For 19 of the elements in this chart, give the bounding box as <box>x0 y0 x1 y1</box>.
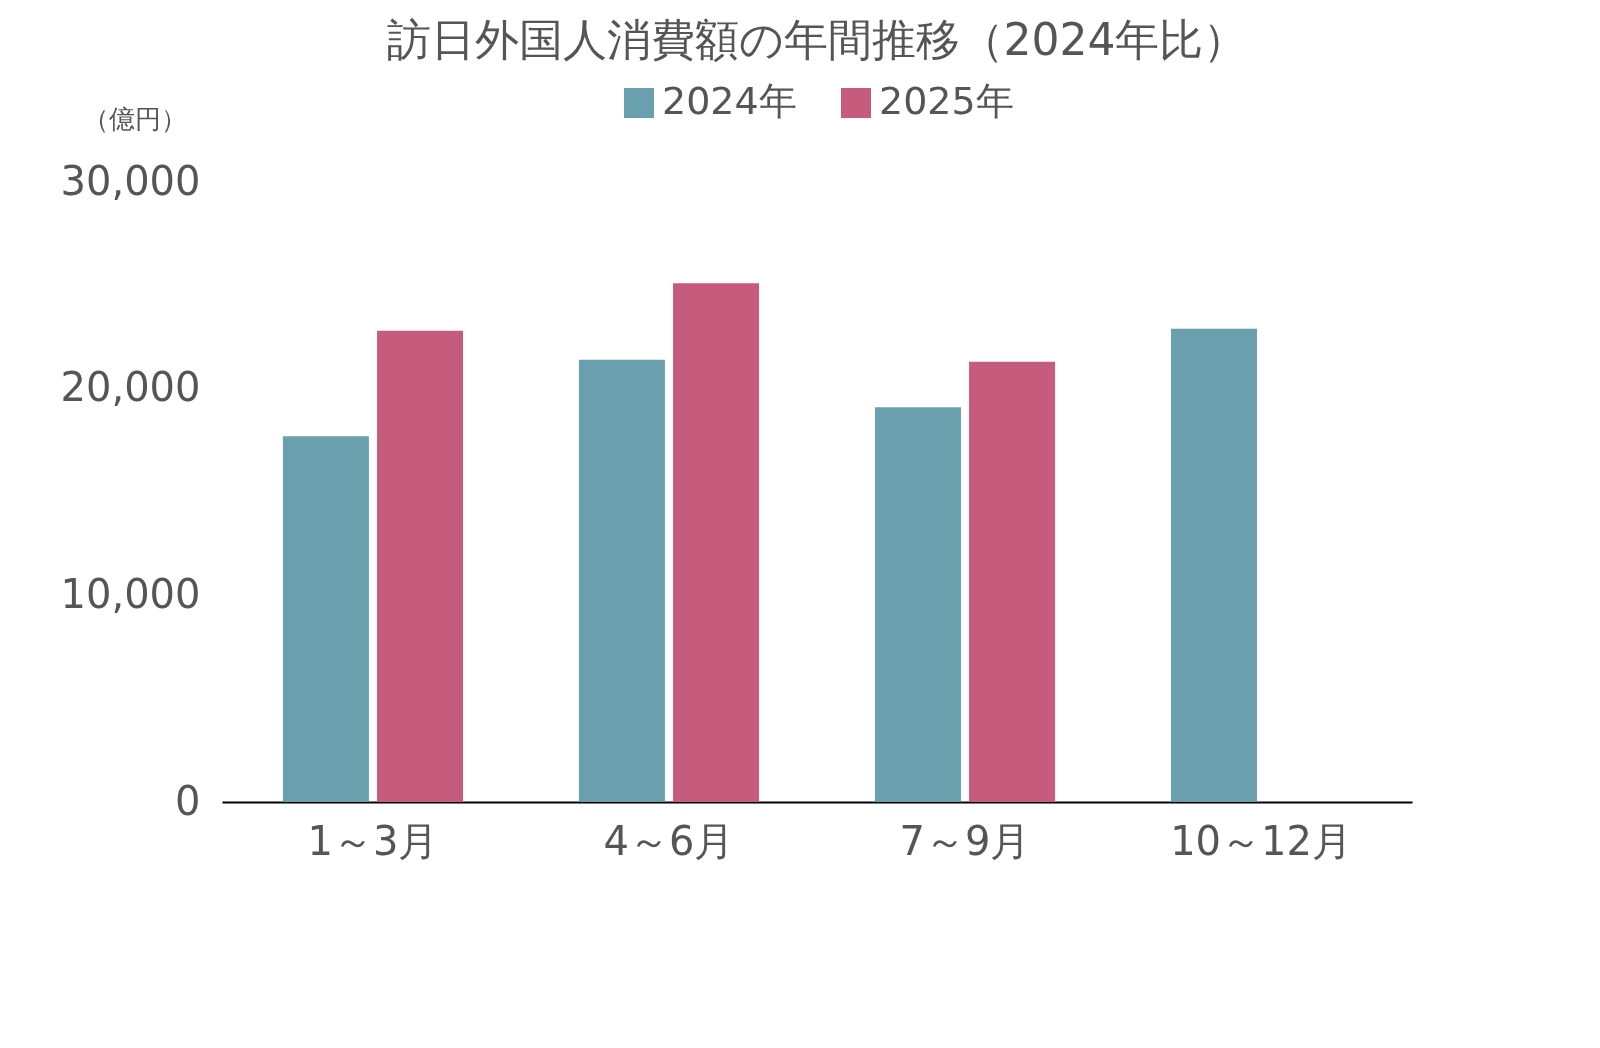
x-tick-label: 4～6月 <box>603 817 735 864</box>
bar <box>673 283 760 802</box>
bar <box>1170 328 1257 802</box>
bar <box>578 359 665 802</box>
legend-label: 2025年 <box>879 79 1014 123</box>
bar <box>969 361 1056 802</box>
y-axis-title: （億円） <box>82 103 187 134</box>
bar <box>377 330 464 802</box>
x-tick-label: 1～3月 <box>307 817 439 864</box>
y-tick-label: 30,000 <box>60 157 201 204</box>
y-tick-label: 10,000 <box>60 570 201 617</box>
x-tick-label: 7～9月 <box>899 817 1031 864</box>
x-tick-label: 10～12月 <box>1170 817 1352 864</box>
chart-title: 訪日外国人消費額の年間推移（2024年比） <box>386 14 1248 65</box>
y-tick-label: 0 <box>175 777 201 824</box>
legend-label: 2024年 <box>662 79 797 123</box>
bar <box>874 407 961 802</box>
bar <box>282 436 369 802</box>
y-tick-label: 20,000 <box>60 364 201 411</box>
